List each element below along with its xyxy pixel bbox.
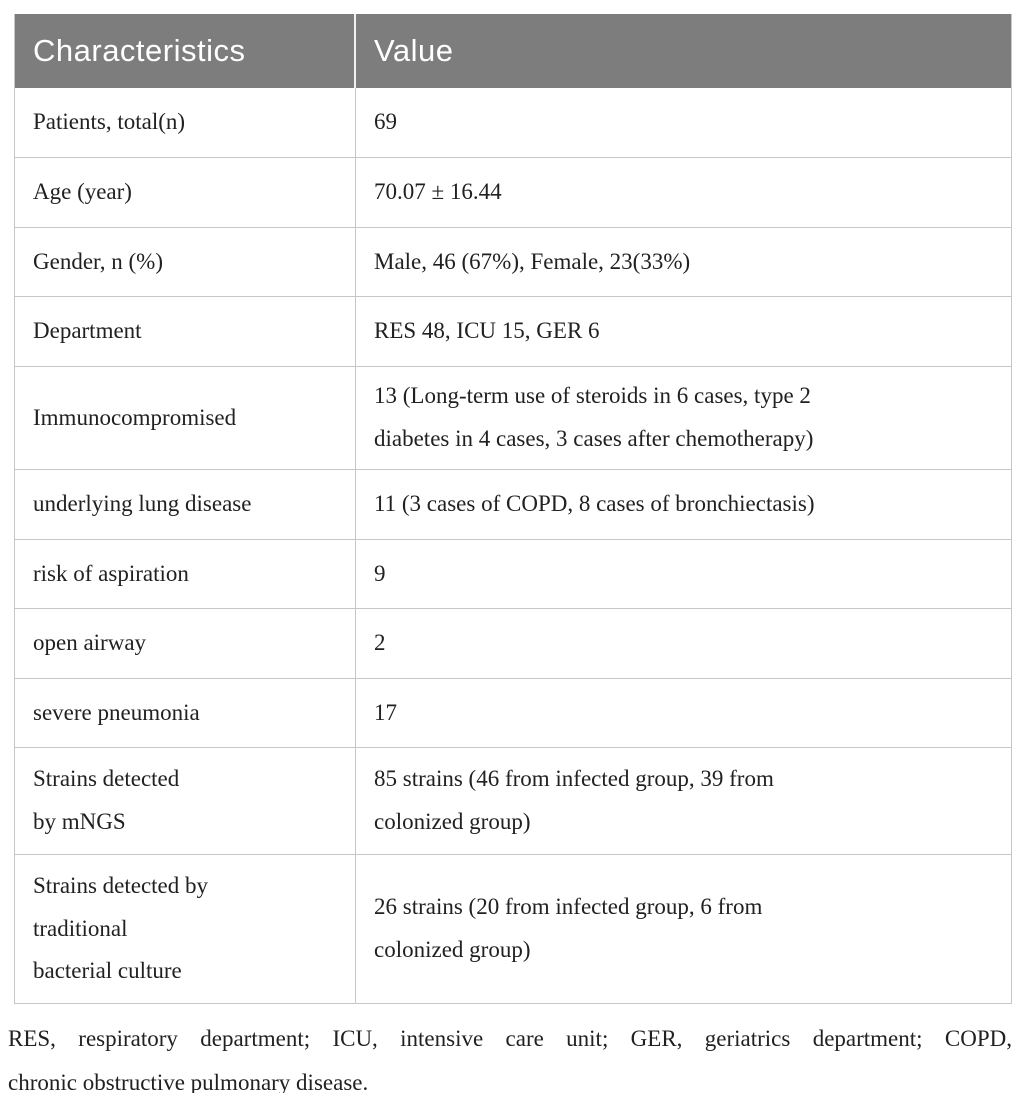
patient-characteristics-table: Characteristics Value Patients, total(n)… <box>14 14 1012 1004</box>
footnote-line: RES, respiratory department; ICU, intens… <box>8 1026 1012 1051</box>
table-row: Immunocompromised 13 (Long-term use of s… <box>15 367 1011 470</box>
table-row: severe pneumonia 17 <box>15 679 1011 748</box>
row-label-cell: Strains detected by mNGS <box>15 748 356 854</box>
table-row: open airway 2 <box>15 609 1011 679</box>
column-header-value: Value <box>374 33 454 68</box>
row-value-cell: 26 strains (20 from infected group, 6 fr… <box>374 894 763 962</box>
row-label-cell: Immunocompromised <box>15 367 356 469</box>
row-label-cell: risk of aspiration <box>15 540 356 608</box>
row-label-cell: severe pneumonia <box>15 679 356 747</box>
table-row: Strains detected by mNGS 85 strains (46 … <box>15 748 1011 855</box>
table-row: Patients, total(n) 69 <box>15 88 1011 158</box>
row-label-cell: underlying lung disease <box>15 470 356 539</box>
row-label-cell: open airway <box>15 609 356 678</box>
row-label-cell: Patients, total(n) <box>15 88 356 157</box>
row-value-cell: 69 <box>374 109 397 135</box>
table-row: Strains detected by traditional bacteria… <box>15 855 1011 1004</box>
column-header-characteristics: Characteristics <box>15 14 356 88</box>
table-row: Age (year) 70.07 ± 16.44 <box>15 158 1011 228</box>
table-row: Gender, n (%) Male, 46 (67%), Female, 23… <box>15 228 1011 297</box>
table-row: risk of aspiration 9 <box>15 540 1011 609</box>
row-label-cell: Department <box>15 297 356 366</box>
row-label-cell: Age (year) <box>15 158 356 227</box>
row-label-cell: Strains detected by traditional bacteria… <box>15 855 356 1003</box>
footnote-line: chronic obstructive pulmonary disease. <box>8 1069 369 1093</box>
row-value-cell: RES 48, ICU 15, GER 6 <box>374 318 600 344</box>
row-value-cell: 2 <box>374 630 386 656</box>
row-value-cell: 70.07 ± 16.44 <box>374 179 502 205</box>
row-value-cell: 17 <box>374 699 397 725</box>
row-value-cell: Male, 46 (67%), Female, 23(33%) <box>374 248 691 274</box>
row-label-cell: Gender, n (%) <box>15 228 356 296</box>
row-value-cell: 11 (3 cases of COPD, 8 cases of bronchie… <box>374 491 815 517</box>
table-row: underlying lung disease 11 (3 cases of C… <box>15 470 1011 540</box>
table-footnote: RES, respiratory department; ICU, intens… <box>8 1017 1012 1093</box>
row-value-cell: 9 <box>374 560 386 586</box>
row-value-cell: 85 strains (46 from infected group, 39 f… <box>374 766 774 834</box>
table-header-row: Characteristics Value <box>15 14 1011 88</box>
table-row: Department RES 48, ICU 15, GER 6 <box>15 297 1011 367</box>
row-value-cell: 13 (Long-term use of steroids in 6 cases… <box>374 383 814 451</box>
